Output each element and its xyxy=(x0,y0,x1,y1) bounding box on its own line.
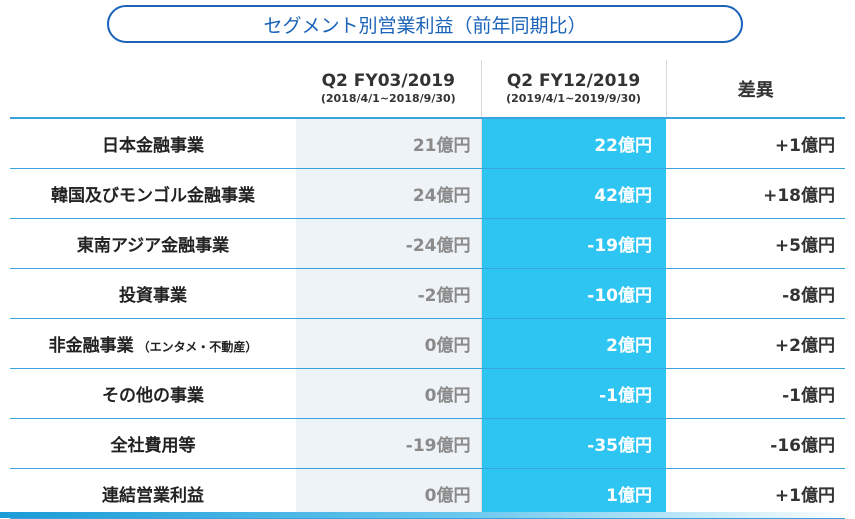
header-prev-period: Q2 FY03/2019 (2018/4/1~2018/9/30) xyxy=(296,60,482,119)
header-diff-label: 差異 xyxy=(737,79,774,101)
header-curr-period: Q2 FY12/2019 (2019/4/1~2019/9/30) xyxy=(481,60,667,119)
segment-label: 日本金融事業 xyxy=(10,118,296,169)
diff-value: -1億円 xyxy=(666,368,845,419)
curr-value: 1億円 xyxy=(481,468,666,519)
segment-label: 投資事業 xyxy=(10,268,296,319)
header-curr-period-label: Q2 FY12/2019 xyxy=(506,71,641,91)
diff-value: +5億円 xyxy=(666,218,845,269)
header-prev-period-range: (2018/4/1~2018/9/30) xyxy=(320,92,456,105)
table-row: 日本金融事業 21億円 22億円 +1億円 xyxy=(10,118,845,169)
segment-label: その他の事業 xyxy=(10,368,296,419)
page-title: セグメント別営業利益（前年同期比） xyxy=(107,5,743,43)
prev-value: 0億円 xyxy=(296,368,482,419)
segment-profit-table: Q2 FY03/2019 (2018/4/1~2018/9/30) Q2 FY1… xyxy=(10,60,845,519)
table-row: 非金融事業 （エンタメ・不動産） 0億円 2億円 +2億円 xyxy=(10,318,845,369)
table-row: その他の事業 0億円 -1億円 -1億円 xyxy=(10,368,845,419)
curr-value: 42億円 xyxy=(481,168,666,219)
prev-value: -2億円 xyxy=(296,268,482,319)
segment-label-text: 日本金融事業 xyxy=(102,136,204,156)
diff-value: -8億円 xyxy=(666,268,845,319)
prev-value: 0億円 xyxy=(296,318,482,369)
header-segment xyxy=(10,60,296,119)
segment-label-text: 連結営業利益 xyxy=(102,486,204,506)
header-prev-period-label: Q2 FY03/2019 xyxy=(321,71,455,91)
segment-label-text: 全社費用等 xyxy=(110,436,196,456)
segment-label-text: 東南アジア金融事業 xyxy=(76,236,230,256)
prev-value: -19億円 xyxy=(296,418,482,469)
curr-value: -10億円 xyxy=(481,268,666,319)
segment-label: 韓国及びモンゴル金融事業 xyxy=(10,168,296,219)
table-row: 全社費用等 -19億円 -35億円 -16億円 xyxy=(10,418,845,469)
table-row: 韓国及びモンゴル金融事業 24億円 42億円 +18億円 xyxy=(10,168,845,219)
segment-label: 非金融事業 （エンタメ・不動産） xyxy=(10,318,296,369)
footer-accent-bar xyxy=(0,512,855,518)
diff-value: -16億円 xyxy=(666,418,845,469)
diff-value: +18億円 xyxy=(666,168,845,219)
table-header-row: Q2 FY03/2019 (2018/4/1~2018/9/30) Q2 FY1… xyxy=(10,60,845,119)
segment-label-note: （エンタメ・不動産） xyxy=(137,340,258,354)
curr-value: -19億円 xyxy=(481,218,666,269)
segment-label-text: 非金融事業 xyxy=(48,336,134,356)
segment-label: 全社費用等 xyxy=(10,418,296,469)
segment-label-text: 韓国及びモンゴル金融事業 xyxy=(51,186,255,206)
segment-label-text: 投資事業 xyxy=(119,286,187,306)
segment-label: 東南アジア金融事業 xyxy=(10,218,296,269)
diff-value: +2億円 xyxy=(666,318,845,369)
diff-value: +1億円 xyxy=(666,118,845,169)
segment-label: 連結営業利益 xyxy=(10,468,296,519)
curr-value: -35億円 xyxy=(481,418,666,469)
segment-profit-table-container: Q2 FY03/2019 (2018/4/1~2018/9/30) Q2 FY1… xyxy=(10,60,845,519)
diff-value: +1億円 xyxy=(666,468,845,519)
table-row: 投資事業 -2億円 -10億円 -8億円 xyxy=(10,268,845,319)
curr-value: 2億円 xyxy=(481,318,666,369)
segment-label-text: その他の事業 xyxy=(102,386,204,406)
prev-value: 21億円 xyxy=(296,118,482,169)
prev-value: 24億円 xyxy=(296,168,482,219)
prev-value: 0億円 xyxy=(296,468,482,519)
curr-value: 22億円 xyxy=(481,118,666,169)
header-curr-period-range: (2019/4/1~2019/9/30) xyxy=(506,92,641,105)
header-diff: 差異 xyxy=(666,60,845,119)
curr-value: -1億円 xyxy=(481,368,666,419)
prev-value: -24億円 xyxy=(296,218,482,269)
table-row-total: 連結営業利益 0億円 1億円 +1億円 xyxy=(10,468,845,519)
table-row: 東南アジア金融事業 -24億円 -19億円 +5億円 xyxy=(10,218,845,269)
